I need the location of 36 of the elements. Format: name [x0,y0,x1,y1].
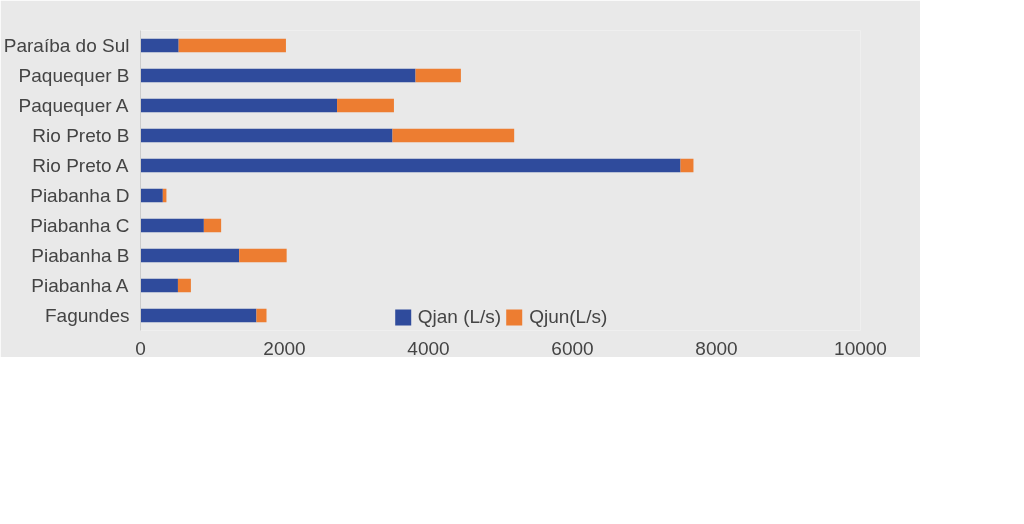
bar [178,38,286,53]
bar [256,308,267,323]
bar [140,98,338,113]
y-tick-label: Paraíba do Sul [3,35,130,56]
legend-label: Qjan (L/s) [417,306,502,328]
bar [337,98,394,113]
bar [392,128,515,143]
y-tick-label: Rio Preto B [32,125,130,146]
bar [140,128,393,143]
bar [140,188,163,203]
bar [140,38,179,53]
x-tick-label: 2000 [263,337,306,359]
bar [203,218,222,233]
bar [140,308,257,323]
y-tick-label: Piabanha C [30,215,130,236]
bar [140,68,416,83]
bar [140,158,681,173]
bar [140,278,178,293]
x-tick-label: 4000 [407,337,450,359]
y-tick-label: Fagundes [44,305,130,326]
y-tick-label: Paquequer A [18,95,129,116]
bar [239,248,287,263]
bar [415,68,461,83]
y-tick-label: Piabanha B [31,245,130,266]
x-tick-label: 0 [135,337,146,359]
y-tick-label: Piabanha D [30,185,130,206]
bar [140,248,240,263]
x-tick-label: 6000 [551,337,594,359]
y-tick-label: Piabanha A [31,275,129,296]
bar [140,218,204,233]
bar [177,278,191,293]
y-tick-label: Rio Preto A [32,155,129,176]
x-tick-label: 10000 [834,337,887,359]
x-tick-label: 8000 [695,337,738,359]
legend-label: Qjun(L/s) [529,306,608,328]
y-tick-label: Paquequer B [18,65,130,86]
